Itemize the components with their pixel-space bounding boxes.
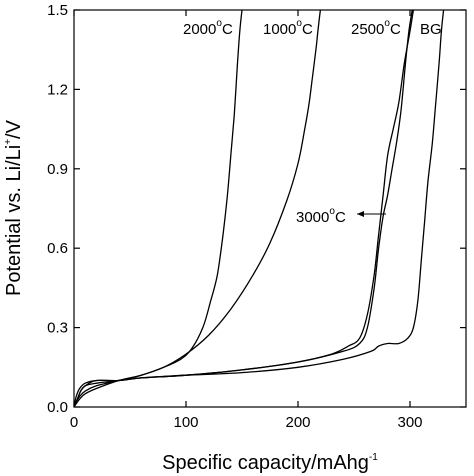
x-tick-label: 200 (285, 414, 310, 431)
annotation-arrow-head (357, 211, 364, 217)
series-label-suffix: C (222, 21, 233, 38)
series-line-4 (73, 9, 445, 408)
series-label-text: 1000 (263, 21, 296, 38)
series-label-text: 2000 (183, 21, 216, 38)
x-tick-label: 100 (173, 414, 198, 431)
series-label-suffix: C (335, 209, 346, 226)
x-tick-label: 0 (70, 414, 78, 431)
y-axis-title: Potential vs. Li/Li+/V (3, 119, 25, 296)
y-tick-label: 1.2 (47, 81, 68, 98)
y-tick-label: 1.5 (47, 2, 68, 19)
series-line-0 (73, 9, 243, 408)
series-label-4: 3000oC (296, 206, 346, 226)
x-axis-title-text: Specific capacity/mAhg (162, 452, 369, 474)
x-axis-title-sup: -1 (369, 452, 378, 463)
y-axis-title-sup: + (3, 139, 14, 145)
series-label-0: 2000oC (183, 18, 233, 38)
y-tick-label: 0.9 (47, 161, 68, 178)
series-lines (73, 9, 445, 408)
series-label-text: BG (420, 21, 442, 38)
series-label-text: 2500 (351, 21, 384, 38)
series-label-suffix: C (390, 21, 401, 38)
y-tick-label: 0.6 (47, 240, 68, 257)
series-label-suffix: C (302, 21, 313, 38)
x-axis-title: Specific capacity/mAhg-1 (162, 452, 378, 474)
series-label-text: 3000 (296, 209, 329, 226)
x-tick-label: 300 (397, 414, 422, 431)
series-line-2 (73, 9, 415, 408)
series-label-sup: o (329, 206, 335, 217)
series-label-3: BG (420, 21, 442, 38)
series-label-1: 1000oC (263, 18, 313, 38)
series-label-sup: o (296, 18, 302, 29)
series-label-sup: o (384, 18, 390, 29)
y-axis-title-suffix: /V (3, 119, 25, 139)
series-line-1 (73, 9, 322, 408)
series-label-2: 2500oC (351, 18, 401, 38)
series-label-sup: o (216, 18, 222, 29)
y-tick-label: 0.0 (47, 399, 68, 416)
y-axis-title-text: Potential vs. Li/Li (3, 145, 25, 296)
plot-frame (73, 9, 467, 408)
series-line-3 (73, 9, 413, 408)
axis-ticks: 0 100 200 300 0.0 0.3 0.6 0.9 1.2 1.5 (47, 2, 466, 431)
y-tick-label: 0.3 (47, 320, 68, 337)
